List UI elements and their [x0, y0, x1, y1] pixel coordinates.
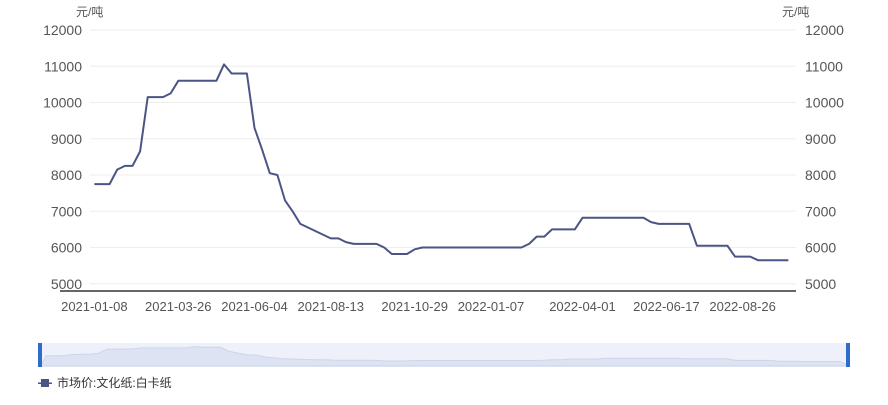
x-tick-label: 2021-08-13: [298, 299, 365, 314]
y-unit-left: 元/吨: [76, 5, 103, 19]
legend[interactable]: 市场价:文化纸:白卡纸: [38, 375, 172, 390]
zoom-slider-handle-left[interactable]: [38, 343, 42, 367]
y-tick-label-right: 6000: [805, 240, 836, 256]
y-tick-label-left: 7000: [51, 203, 82, 219]
x-tick-label: 2022-06-17: [633, 299, 700, 314]
x-tick-label: 2021-03-26: [145, 299, 212, 314]
zoom-slider[interactable]: [38, 343, 850, 367]
y-tick-label-right: 7000: [805, 203, 836, 219]
y-tick-label-left: 11000: [44, 58, 82, 74]
y-tick-label-left: 9000: [51, 131, 82, 147]
axis-layer: 5000 5000 6000 6000 7000 7000 8000 8000 9000 9000…: [43, 22, 844, 314]
y-tick-label-left: 6000: [51, 240, 82, 256]
legend-swatch-line: [38, 382, 52, 384]
y-tick-label-left: 8000: [51, 167, 82, 183]
grid-layer: [90, 29, 796, 285]
y-tick-label-right: 8000: [805, 167, 836, 183]
y-tick-label-left: 5000: [51, 276, 82, 292]
zoom-slider-preview-area: [40, 346, 850, 367]
x-tick-label: 2021-10-29: [381, 299, 448, 314]
y-tick-label-right: 9000: [805, 131, 836, 147]
legend-label[interactable]: 市场价:文化纸:白卡纸: [57, 375, 172, 390]
y-tick-label-right: 11000: [805, 58, 843, 74]
y-tick-label-left: 10000: [43, 95, 82, 111]
y-tick-label-right: 12000: [805, 22, 844, 38]
series-layer: [94, 63, 789, 262]
y-unit-right: 元/吨: [782, 5, 809, 19]
y-tick-label-right: 10000: [805, 95, 844, 111]
x-tick-label: 2021-06-04: [221, 299, 288, 314]
y-tick-label-left: 12000: [43, 22, 82, 38]
zoom-slider-handle-right[interactable]: [846, 343, 850, 367]
x-tick-label: 2022-08-26: [709, 299, 776, 314]
x-tick-label: 2021-01-08: [61, 299, 128, 314]
y-tick-label-right: 5000: [805, 276, 836, 292]
x-tick-label: 2022-01-07: [458, 299, 525, 314]
x-tick-label: 2022-04-01: [549, 299, 616, 314]
series-line: [94, 63, 789, 262]
